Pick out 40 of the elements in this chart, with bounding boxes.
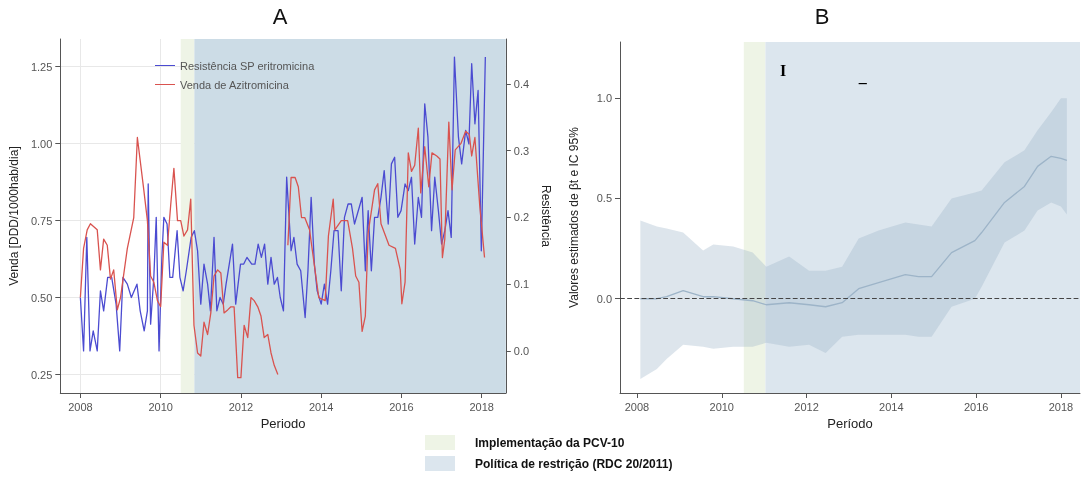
x-axis-title: Periodo [260,415,306,431]
legend-label: Implementação da PCV-10 [475,435,625,450]
y2-tick-label: 0.0 [513,344,530,357]
x-tick-label: 2018 [469,400,494,413]
x-tick-label: 2010 [709,400,734,413]
x-tick-label: 2008 [624,400,650,413]
y-tick-label: 1.0 [596,92,612,105]
x-tick-label: 2014 [879,400,904,413]
x-tick-label: 2016 [389,400,414,413]
x-tick-label: 2010 [148,400,173,413]
y-axis-title: Venda [DDD/1000hab/dia] [7,146,21,286]
line-series [79,56,486,352]
legend-label: Política de restrição (RDC 20/2011) [475,456,673,471]
y-tick-label: 0.5 [596,192,612,205]
legend-label: Venda de Azitromicina [180,78,290,91]
x-tick-label: 2016 [963,400,989,413]
y-tick-label: 1.00 [30,137,53,150]
x-axis-title: Período [827,415,873,431]
y2-tick-label: 0.1 [513,278,530,291]
line-series [639,155,1068,308]
y2-tick-label: 0.4 [513,77,530,90]
annotation: I [780,61,787,79]
y-tick-label: 1.25 [30,60,53,73]
x-tick-label: 2014 [308,400,334,413]
y-tick-label: 0.25 [30,368,53,381]
chart-title: B [814,3,830,29]
chart-title: A [272,3,288,29]
y-tick-label: 0.50 [30,291,53,304]
annotation: _ [857,67,868,85]
x-tick-label: 2008 [68,400,93,413]
y-axis-title: Valores estimados de βt e IC 95% [567,126,581,308]
y-tick-label: 0.75 [30,214,53,227]
x-tick-label: 2012 [228,400,254,413]
x-tick-label: 2018 [1048,400,1074,413]
y2-axis-title: Resistência [539,184,553,248]
legend-label: Resistência SP eritromicina [180,59,316,72]
y2-tick-label: 0.2 [513,211,530,224]
y2-tick-label: 0.3 [513,144,530,157]
x-tick-label: 2012 [794,400,819,413]
y-tick-label: 0.0 [596,292,612,305]
